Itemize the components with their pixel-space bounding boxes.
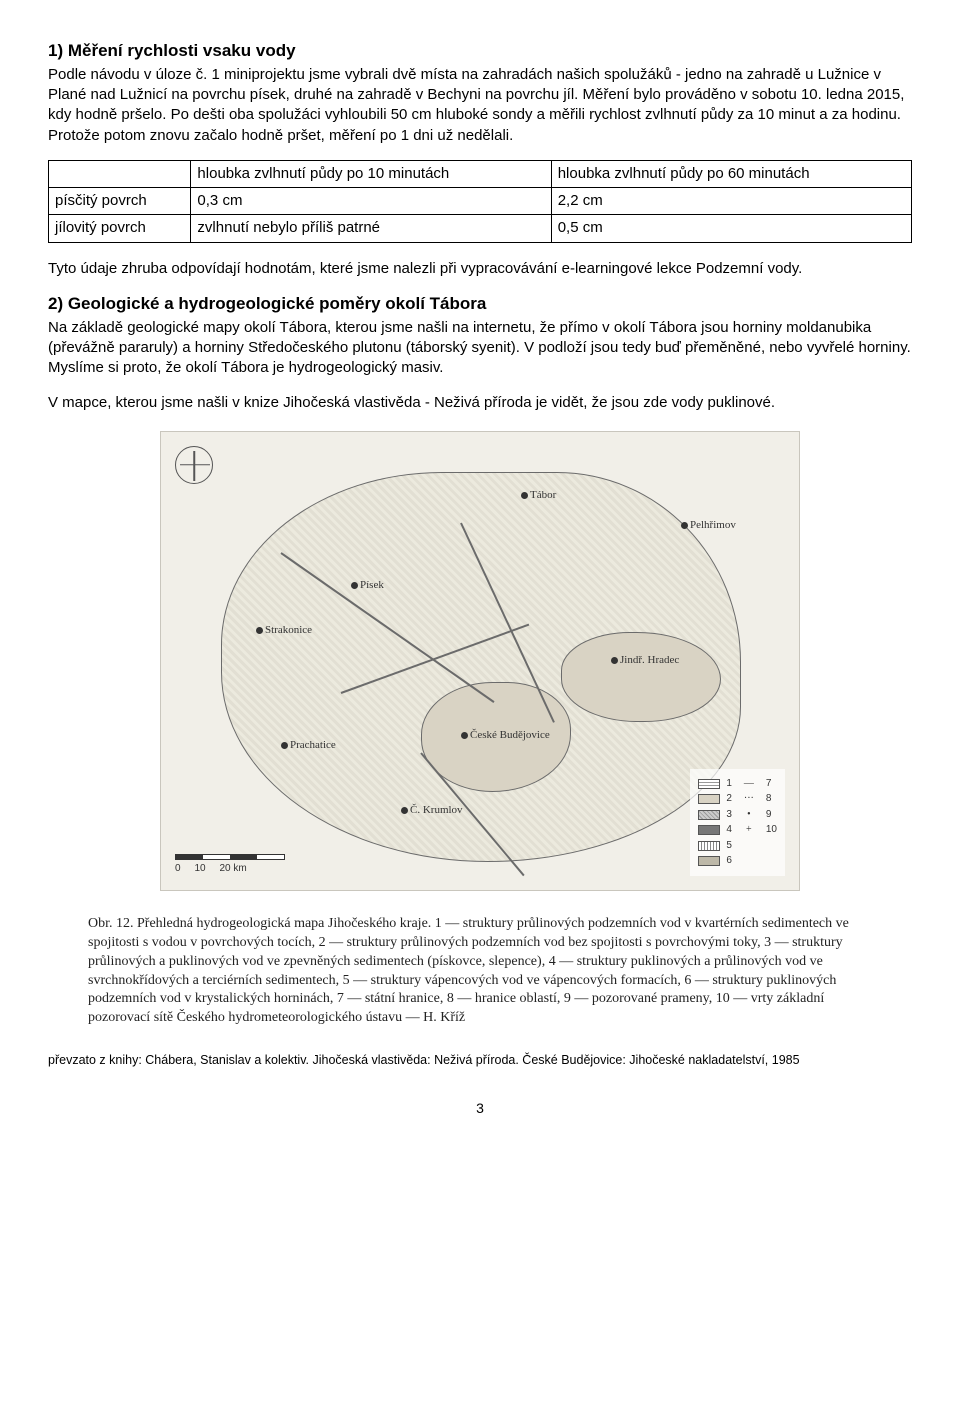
city-label: Strakonice	[265, 623, 312, 638]
scale-label: 20 km	[220, 863, 247, 874]
table-col1-header: hloubka zvlhnutí půdy po 10 minutách	[191, 160, 551, 187]
compass-icon	[175, 446, 213, 484]
table-row: písčitý povrch 0,3 cm 2,2 cm	[49, 188, 912, 215]
hydrogeological-map: 0 10 20 km 1—7 2···8 3•9 4+10 5 6 Tábor P…	[160, 431, 800, 891]
table-row: jílovitý povrch zvlhnutí nebylo příliš p…	[49, 215, 912, 242]
infiltration-table: hloubka zvlhnutí půdy po 10 minutách hlo…	[48, 160, 912, 243]
map-canvas: 0 10 20 km 1—7 2···8 3•9 4+10 5 6 Tábor P…	[160, 431, 800, 891]
after-table-paragraph: Tyto údaje zhruba odpovídají hodnotám, k…	[48, 259, 912, 279]
city-label: České Budějovice	[470, 728, 550, 743]
city-dot	[681, 522, 688, 529]
section2-para1: Na základě geologické mapy okolí Tábora,…	[48, 318, 912, 379]
city-label: Č. Krumlov	[410, 803, 463, 818]
section2-title: 2) Geologické a hydrogeologické poměry o…	[48, 293, 912, 316]
section1-title: 1) Měření rychlosti vsaku vody	[48, 40, 912, 63]
city-dot	[611, 657, 618, 664]
section2-para2: V mapce, kterou jsme našli v knize Jihoč…	[48, 393, 912, 413]
city-dot	[521, 492, 528, 499]
city-dot	[401, 807, 408, 814]
table-corner	[49, 160, 191, 187]
city-label: Pelhřimov	[690, 518, 736, 533]
scale-label: 10	[194, 863, 205, 874]
map-scalebar: 0 10 20 km	[175, 854, 285, 876]
city-dot	[351, 582, 358, 589]
map-legend: 1—7 2···8 3•9 4+10 5 6	[690, 769, 785, 876]
city-dot	[461, 732, 468, 739]
page-number: 3	[48, 1099, 912, 1118]
city-label: Prachatice	[290, 738, 336, 753]
row1-label: písčitý povrch	[49, 188, 191, 215]
row1-v60: 2,2 cm	[551, 188, 911, 215]
scale-label: 0	[175, 863, 181, 874]
row2-v60: 0,5 cm	[551, 215, 911, 242]
map-caption: Obr. 12. Přehledná hydrogeologická mapa …	[48, 915, 912, 1028]
row1-v10: 0,3 cm	[191, 188, 551, 215]
table-col2-header: hloubka zvlhnutí půdy po 60 minutách	[551, 160, 911, 187]
city-label: Písek	[360, 578, 384, 593]
row2-v10: zvlhnutí nebylo příliš patrné	[191, 215, 551, 242]
section1-paragraph: Podle návodu v úloze č. 1 miniprojektu j…	[48, 65, 912, 146]
city-label: Jindř. Hradec	[620, 653, 679, 668]
city-label: Tábor	[530, 488, 556, 503]
city-dot	[281, 742, 288, 749]
source-footnote: převzato z knihy: Chábera, Stanislav a k…	[48, 1052, 912, 1069]
city-dot	[256, 627, 263, 634]
map-subregion	[561, 632, 721, 722]
row2-label: jílovitý povrch	[49, 215, 191, 242]
